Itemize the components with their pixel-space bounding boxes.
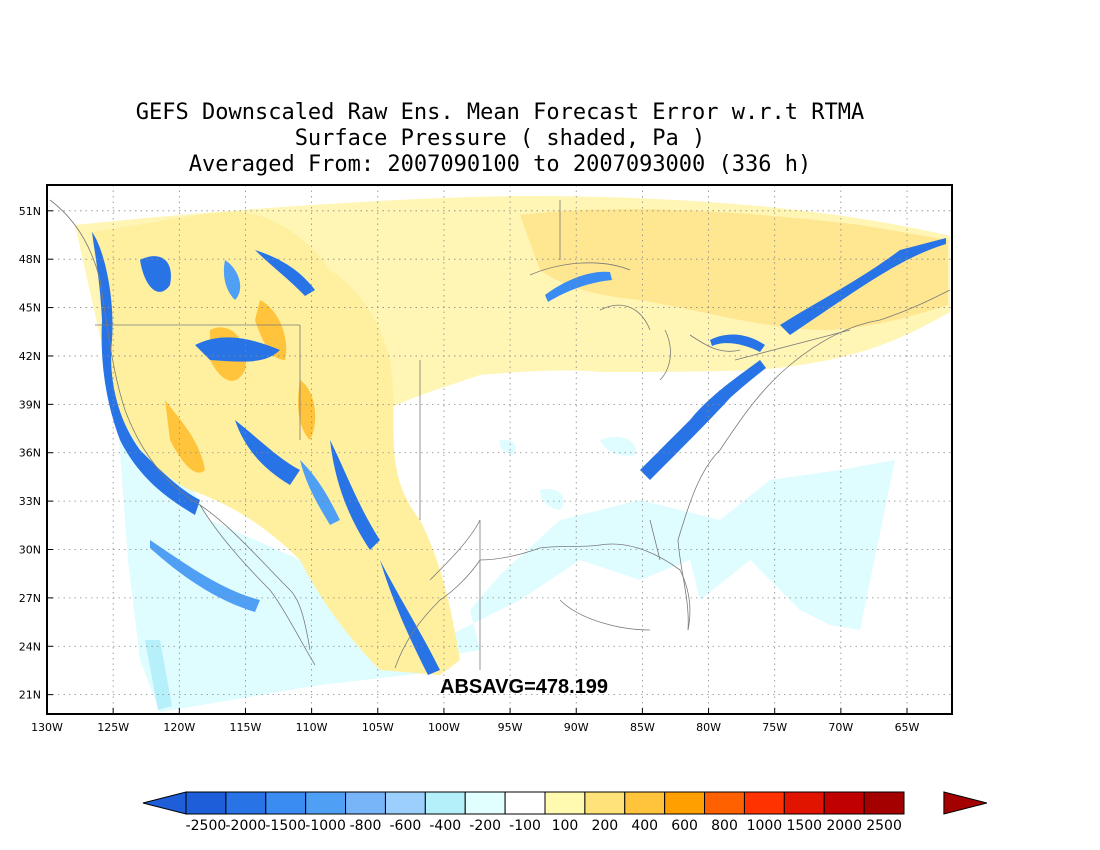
lon-tick-label: 130W [31,721,63,734]
colorbar-swatch [823,791,865,815]
colorbar-swatch [544,791,586,815]
lat-tick-label: 42N [19,350,41,363]
lon-tick-label: 95W [498,721,523,734]
colorbar-swatch [185,791,227,815]
field-cyan-strip [145,640,172,710]
colorbar-label: 100 [552,818,579,834]
colorbar-label: 2000 [826,818,862,834]
colorbar-label: -2000 [225,818,266,834]
colorbar-swatch [225,791,267,815]
colorbar-label: 600 [671,818,698,834]
lat-tick-label: 48N [19,253,41,266]
field-blue-appalachian [640,238,946,480]
colorbar-swatch [624,791,666,815]
colorbar-label: -100 [509,818,541,834]
lon-tick-label: 120W [163,721,195,734]
lon-tick-label: 105W [362,721,394,734]
colorbar-label: -1500 [265,818,306,834]
lat-tick-label: 21N [19,689,41,702]
colorbar-swatch [704,791,745,815]
longitude-labels: 130W 125W 120W 115W 110W 105W 100W 95W 90W 85W 80W… [31,721,920,734]
field-orange-patches [165,300,316,473]
lat-tick-label: 39N [19,398,41,411]
colorbar-swatch [863,791,905,815]
grid-lines [46,185,952,714]
lon-tick-label: 115W [230,721,262,734]
field-cyan-east-patches [499,436,636,510]
lon-tick-label: 100W [428,721,460,734]
title-line-2: Surface Pressure ( shaded, Pa ) [294,126,706,151]
lon-tick-label: 80W [696,721,721,734]
colorbar-swatch [504,791,546,815]
colorbar-label: -400 [429,818,461,834]
colorbar-labels: -2500 -2000 -1500 -1000 -800 -600 -400 -200 -100… [186,818,902,834]
lat-tick-label: 33N [19,495,41,508]
lon-tick-label: 75W [762,721,787,734]
title-line-3: Averaged From: 2007090100 to 2007093000 … [188,152,812,177]
lat-tick-label: 24N [19,640,41,653]
lon-tick-label: 70W [828,721,853,734]
lon-tick-label: 125W [97,721,129,734]
lat-tick-label: 51N [19,205,41,218]
latitude-labels: 51N 48N 45N 42N 39N 36N 33N 30N 27N 24N 21N [19,205,41,702]
colorbar-label: 2500 [866,818,902,834]
colorbar-swatch [384,791,426,815]
lat-tick-label: 27N [19,592,41,605]
lat-tick-label: 36N [19,447,41,460]
lon-tick-label: 110W [296,721,328,734]
colorbar-swatch [783,791,825,815]
map-frame [46,184,953,715]
colorbar-swatch [464,791,506,815]
colorbar-right-arrow [943,791,988,815]
coastlines [49,199,951,670]
colorbar-swatch [345,791,386,815]
colorbar-swatch [424,791,466,815]
lat-tick-label: 45N [19,302,41,315]
map-field [75,196,950,712]
colorbar-left-arrow [142,791,187,815]
lat-tick-label: 30N [19,543,41,556]
colorbar-label: -600 [389,818,421,834]
colorbar-swatch [265,791,307,815]
lon-tick-label: 90W [564,721,589,734]
colorbar-swatch [664,791,706,815]
colorbar-label: -1000 [305,818,346,834]
field-west-mountains [90,211,460,675]
field-light-cyan [118,425,895,712]
colorbar-swatch [305,791,347,815]
colorbar-label: 1500 [786,818,822,834]
colorbar-label: -2500 [186,818,227,834]
lon-tick-label: 85W [630,721,655,734]
colorbar-label: 400 [631,818,658,834]
title-line-1: GEFS Downscaled Raw Ens. Mean Forecast E… [135,100,865,125]
lon-tick-label: 65W [895,721,920,734]
colorbar-label: 1000 [747,818,783,834]
map-title: GEFS Downscaled Raw Ens. Mean Forecast E… [0,100,1000,178]
colorbar-swatch [743,791,785,815]
colorbar-swatch [584,791,626,815]
colorbar-label: 800 [711,818,738,834]
field-blue-interior [140,250,440,675]
colorbar-label: -200 [469,818,501,834]
colorbar-label: 200 [591,818,618,834]
colorbar-label: -800 [350,818,382,834]
field-blue-coast [92,232,200,515]
field-blue-lake-superior [545,271,612,302]
absavg-annotation: ABSAVG=478.199 [440,676,609,698]
colorbar [142,791,988,815]
